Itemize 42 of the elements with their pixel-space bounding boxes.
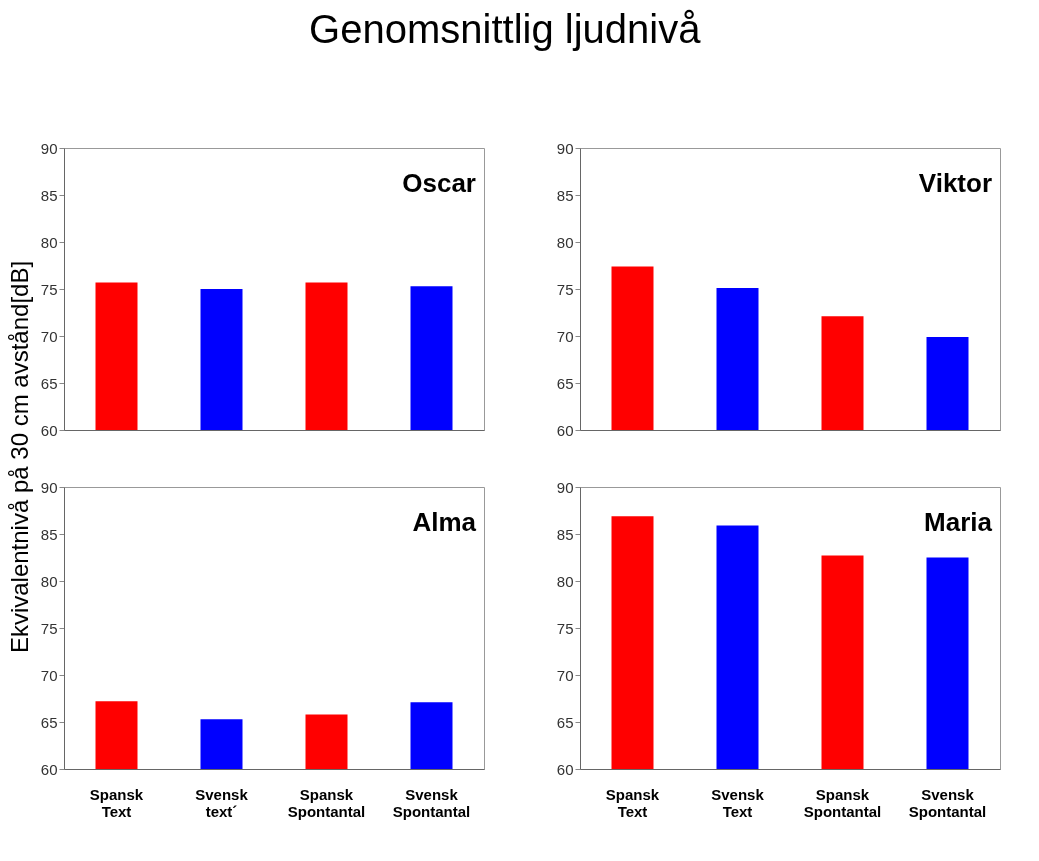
annotation: Alma xyxy=(412,507,477,537)
x-tick-label: Svensk Spontantal xyxy=(392,785,471,820)
y-tick-label: 85 xyxy=(556,525,574,543)
y-tick-label: 60 xyxy=(40,421,58,439)
x-tick-label: Svensk Spontantal xyxy=(908,785,987,820)
y-tick-label: 60 xyxy=(556,760,574,778)
y-tick-label: 65 xyxy=(40,713,58,731)
y-tick-label: 80 xyxy=(40,233,58,251)
x-tick-label: Spansk Spontantal xyxy=(803,785,882,820)
annotation: Viktor xyxy=(918,168,992,198)
y-tick-label: 65 xyxy=(556,713,574,731)
y-tick-label: 90 xyxy=(40,139,58,157)
y-tick-label: 75 xyxy=(40,619,58,637)
y-tick-label: 60 xyxy=(556,421,574,439)
y-tick-label: 65 xyxy=(40,374,58,392)
x-tick-label: Svensk text´ xyxy=(195,785,249,820)
y-tick-label: 85 xyxy=(556,186,574,204)
y-tick-label: 75 xyxy=(556,280,574,298)
y-tick-label: 90 xyxy=(556,478,574,496)
annotation: Maria xyxy=(924,507,993,537)
x-tick-label: Svensk Text xyxy=(711,785,765,820)
chart-title: Genomsnittlig ljudnivå xyxy=(309,6,702,51)
y-tick-label: 85 xyxy=(40,525,58,543)
y-axis-title: Ekvivalentnivå på 30 cm avstånd[dB] xyxy=(6,260,33,654)
y-tick-label: 70 xyxy=(556,327,574,345)
y-tick-label: 60 xyxy=(40,760,58,778)
x-tick-label: Spansk Text xyxy=(605,785,660,820)
y-tick-label: 65 xyxy=(556,374,574,392)
y-tick-label: 70 xyxy=(40,327,58,345)
x-tick-label: Spansk Spontantal xyxy=(287,785,366,820)
y-tick-label: 90 xyxy=(40,478,58,496)
y-tick-label: 75 xyxy=(556,619,574,637)
y-tick-label: 80 xyxy=(556,233,574,251)
annotation: Oscar xyxy=(402,168,476,198)
y-tick-label: 75 xyxy=(40,280,58,298)
y-tick-label: 90 xyxy=(556,139,574,157)
y-tick-label: 80 xyxy=(556,572,574,590)
y-tick-label: 70 xyxy=(556,666,574,684)
y-tick-label: 80 xyxy=(40,572,58,590)
y-tick-label: 70 xyxy=(40,666,58,684)
y-tick-label: 85 xyxy=(40,186,58,204)
x-tick-label: Spansk Text xyxy=(89,785,144,820)
